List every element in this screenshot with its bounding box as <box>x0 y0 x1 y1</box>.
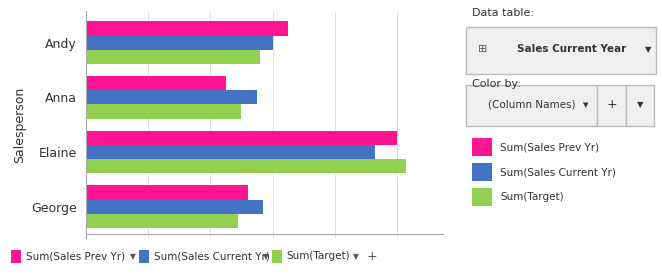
Bar <box>86 159 406 173</box>
Text: Sum(Sales Prev Yr): Sum(Sales Prev Yr) <box>26 251 124 261</box>
Text: (Column Names): (Column Names) <box>488 100 575 110</box>
Bar <box>86 185 248 199</box>
Text: ▼: ▼ <box>645 45 651 54</box>
Y-axis label: Salesperson: Salesperson <box>13 87 26 163</box>
Bar <box>472 163 493 181</box>
Bar <box>86 90 257 104</box>
Text: Sum(Sales Current Yr): Sum(Sales Current Yr) <box>500 167 616 177</box>
Bar <box>140 250 150 263</box>
Text: ▼: ▼ <box>637 100 643 109</box>
Text: ▼: ▼ <box>263 252 269 261</box>
Bar <box>86 76 226 90</box>
Text: Sum(Sales Current Yr): Sum(Sales Current Yr) <box>154 251 269 261</box>
Bar <box>86 145 375 159</box>
Text: +: + <box>367 250 377 263</box>
Bar <box>272 250 282 263</box>
Bar <box>86 214 238 228</box>
Text: Sum(Target): Sum(Target) <box>287 251 350 261</box>
Text: Sales Current Year: Sales Current Year <box>516 44 626 54</box>
FancyBboxPatch shape <box>597 85 626 126</box>
Bar <box>86 104 242 119</box>
Bar <box>472 138 493 156</box>
Text: ▼: ▼ <box>130 252 136 261</box>
FancyBboxPatch shape <box>466 85 597 126</box>
FancyBboxPatch shape <box>626 85 654 126</box>
Bar <box>86 131 397 145</box>
Text: ▼: ▼ <box>583 102 588 108</box>
Text: Sum(Sales Prev Yr): Sum(Sales Prev Yr) <box>500 142 600 152</box>
Text: Data table:: Data table: <box>472 8 534 18</box>
Bar <box>11 250 21 263</box>
Text: ⊞: ⊞ <box>477 44 487 54</box>
Text: Color by:: Color by: <box>472 79 521 89</box>
Text: +: + <box>606 98 617 111</box>
Bar <box>86 50 260 64</box>
Bar <box>472 188 493 206</box>
Bar <box>86 36 273 50</box>
FancyBboxPatch shape <box>466 27 656 74</box>
Bar <box>86 199 263 214</box>
Bar <box>86 21 288 36</box>
Text: ▼: ▼ <box>354 252 359 261</box>
Text: Sum(Target): Sum(Target) <box>500 192 564 202</box>
